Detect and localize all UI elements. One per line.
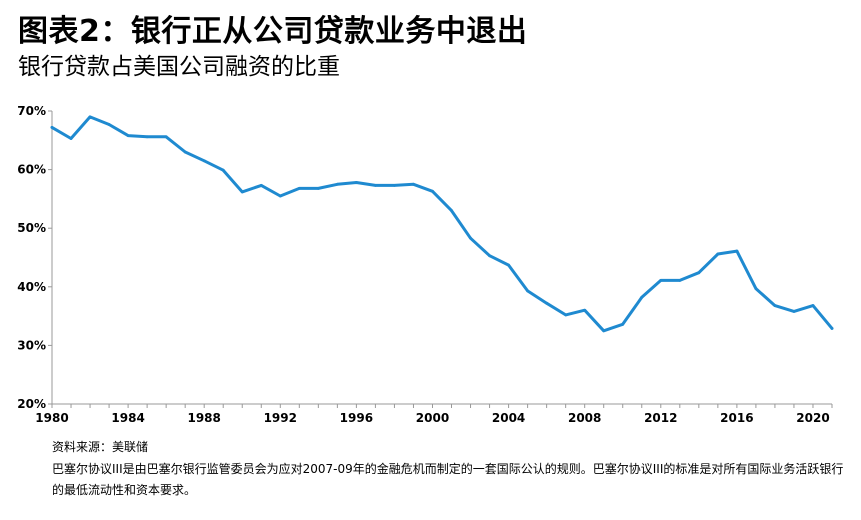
data-point (792, 310, 796, 313)
data-point (374, 184, 377, 187)
data-point (735, 249, 739, 253)
data-point (164, 135, 168, 139)
x-tick-label: 1992 (264, 411, 297, 425)
data-point (716, 252, 720, 256)
footnote: 巴塞尔协议III是由巴塞尔银行监管委员会为应对2007-09年的金融危机而制定的… (52, 462, 844, 497)
data-point (564, 313, 568, 317)
data-point (259, 184, 263, 187)
data-point (126, 134, 130, 138)
data-point (316, 186, 320, 190)
data-point (354, 181, 358, 184)
data-point (69, 137, 73, 140)
data-point (545, 301, 549, 305)
data-point (221, 168, 225, 172)
data-point (640, 295, 644, 299)
data-point (335, 182, 339, 186)
data-point (412, 182, 415, 186)
data-point (469, 236, 472, 240)
y-tick-label: 70% (17, 104, 46, 118)
data-point (811, 304, 815, 307)
x-tick-label: 1996 (340, 411, 373, 425)
x-tick-label: 2016 (720, 411, 753, 425)
x-tick-label: 2004 (492, 411, 525, 425)
data-point (107, 123, 111, 126)
data-point (297, 186, 301, 190)
data-point (393, 184, 396, 187)
series-group (50, 115, 834, 333)
data-point (659, 278, 663, 282)
x-tick-label: 2020 (796, 411, 829, 425)
data-point (240, 190, 244, 194)
x-tick-label: 1984 (111, 411, 144, 425)
x-tick-label: 1988 (187, 411, 220, 425)
data-point (145, 135, 149, 139)
x-tick-label: 2008 (568, 411, 601, 425)
y-tick-label: 40% (17, 280, 46, 294)
data-point (602, 329, 606, 333)
x-tick-label: 1980 (35, 411, 68, 425)
data-point (202, 159, 206, 163)
y-tick-label: 50% (17, 221, 46, 235)
data-point (450, 209, 453, 213)
data-point (678, 278, 682, 282)
data-point (431, 189, 434, 193)
y-tick-label: 60% (17, 163, 46, 177)
y-tick-label: 30% (17, 338, 46, 352)
data-point (183, 150, 187, 154)
x-axis-ticks: 1980 1984 1988 1992 1996 2000 2004 2008 2012 2016… (35, 404, 833, 425)
y-axis-ticks: 20% 30% 40% 50% 60% 70% (17, 104, 52, 411)
data-point (697, 271, 701, 275)
data-point (278, 194, 282, 198)
data-point (50, 126, 54, 129)
series-line-0 (50, 115, 834, 333)
data-point (488, 254, 491, 258)
data-point (507, 263, 510, 267)
x-tick-label: 2012 (644, 411, 677, 425)
data-point (526, 289, 530, 293)
chart-subtitle: 银行贷款占美国公司融资的比重 (18, 54, 340, 80)
y-tick-label: 20% (17, 397, 46, 411)
data-point (754, 287, 758, 290)
data-point (830, 327, 834, 330)
x-tick-label: 2000 (416, 411, 449, 425)
data-point (88, 115, 92, 119)
data-point (583, 308, 587, 312)
data-point (773, 304, 777, 307)
line-chart: 20% 30% 40% 50% 60% 70% 1980 1984 1988 1992 1996 2… (17, 104, 834, 425)
data-point (621, 322, 625, 326)
source-note: 资料来源：美联储 (52, 440, 149, 454)
chart-title: 图表2：银行正从公司贷款业务中退出 (18, 14, 528, 49)
chart-axes (51, 111, 832, 405)
